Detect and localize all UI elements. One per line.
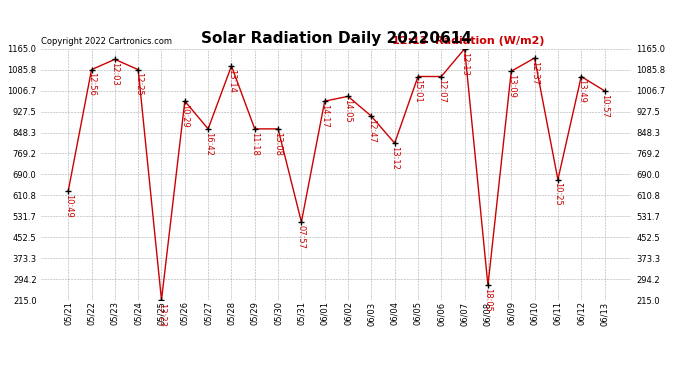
Text: 12:13: 12:13 <box>460 51 469 75</box>
Text: 12:47: 12:47 <box>367 119 376 143</box>
Text: 13:08: 13:08 <box>273 132 283 156</box>
Text: 12:07: 12:07 <box>437 79 446 103</box>
Text: 12:25: 12:25 <box>134 72 143 96</box>
Text: 18:05: 18:05 <box>484 288 493 312</box>
Text: 14:05: 14:05 <box>344 99 353 123</box>
Text: 13:09: 13:09 <box>506 74 515 98</box>
Text: 13:14: 13:14 <box>227 69 236 93</box>
Text: 10:57: 10:57 <box>600 94 609 117</box>
Title: Solar Radiation Daily 20220614: Solar Radiation Daily 20220614 <box>201 31 472 46</box>
Text: 11:18: 11:18 <box>250 132 259 156</box>
Text: 10:49: 10:49 <box>63 194 72 217</box>
Text: 12:56: 12:56 <box>87 72 96 96</box>
Text: 07:57: 07:57 <box>297 225 306 249</box>
Text: 10:29: 10:29 <box>180 104 189 128</box>
Text: Copyright 2022 Cartronics.com: Copyright 2022 Cartronics.com <box>41 37 172 46</box>
Text: 12:03: 12:03 <box>110 62 119 86</box>
Text: 13:12: 13:12 <box>390 146 400 170</box>
Text: 16:42: 16:42 <box>204 132 213 156</box>
Text: 10:25: 10:25 <box>553 183 562 206</box>
Text: 13:23: 13:23 <box>157 303 166 327</box>
Text: 13:49: 13:49 <box>577 79 586 103</box>
Text: 12:37: 12:37 <box>530 61 539 85</box>
Text: 12:13  Radiation (W/m2): 12:13 Radiation (W/m2) <box>393 36 545 46</box>
Text: 15:01: 15:01 <box>413 79 422 103</box>
Text: 14:17: 14:17 <box>320 104 329 128</box>
